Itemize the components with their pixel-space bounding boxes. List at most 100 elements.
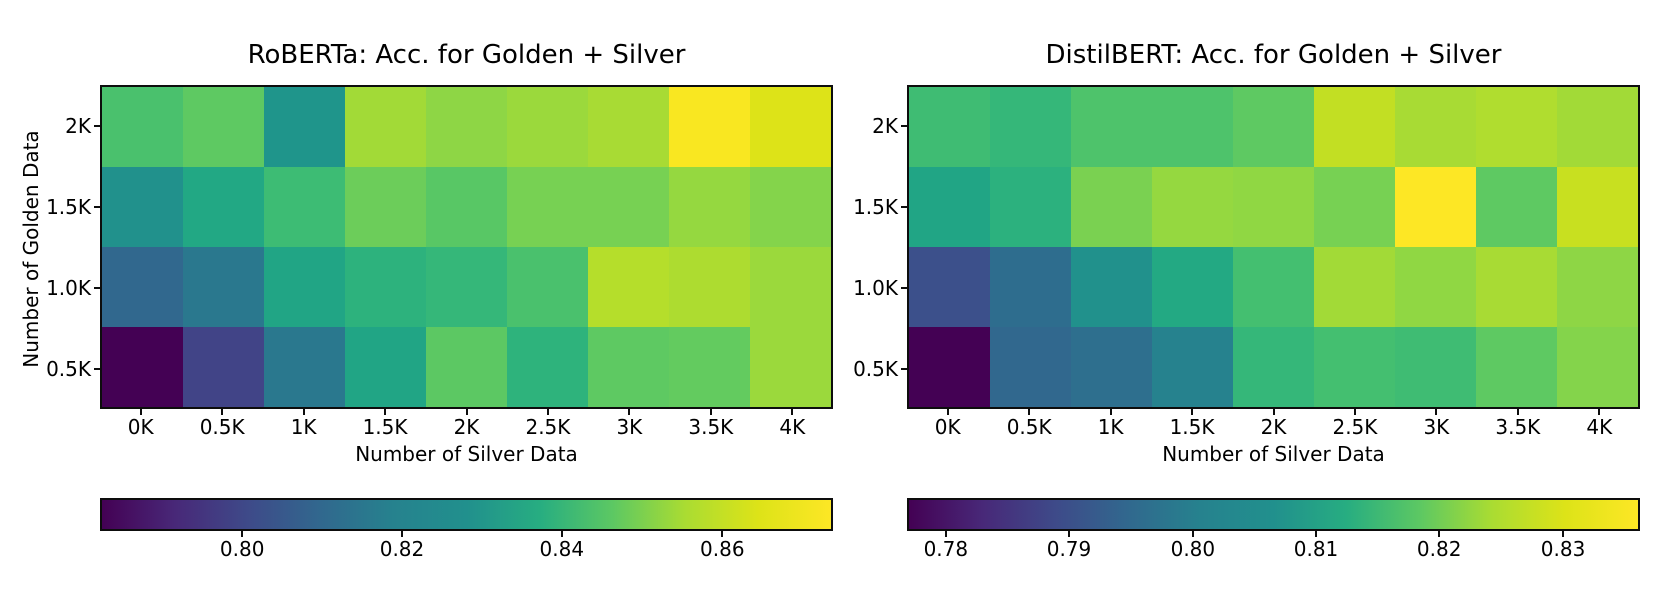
colorbar-tick-label: 0.80: [1170, 537, 1216, 561]
x-tick-mark: [1435, 409, 1438, 415]
heatmap-cell: [102, 167, 183, 247]
heatmap-cell: [1071, 247, 1152, 327]
heatmap-cell: [1233, 87, 1314, 167]
colorbar-tick-mark: [241, 531, 244, 537]
heatmap-cell: [1152, 87, 1233, 167]
heatmap-cell: [990, 87, 1071, 167]
heatmap-cell: [588, 167, 669, 247]
x-tick-mark: [1109, 409, 1112, 415]
heatmap-cell: [1233, 327, 1314, 407]
heatmap-cell: [264, 247, 345, 327]
x-tick-mark: [1353, 409, 1356, 415]
heatmap-cell: [507, 327, 588, 407]
heatmap-cell: [426, 327, 507, 407]
y-tick-mark: [901, 367, 907, 370]
heatmap-cell: [102, 87, 183, 167]
colorbar-tick-mark: [1191, 531, 1194, 537]
heatmap-cell: [1071, 87, 1152, 167]
heatmap-cell: [1071, 167, 1152, 247]
heatmap-cell: [507, 247, 588, 327]
heatmap-cell: [183, 327, 264, 407]
heatmap-cell: [1476, 247, 1557, 327]
heatmap-cell: [1152, 247, 1233, 327]
x-tick-label: 1.5K: [1169, 415, 1215, 439]
y-tick-label: 0.5K: [46, 356, 91, 381]
y-tick-mark: [94, 367, 100, 370]
y-tick-mark: [901, 286, 907, 289]
heatmap-cell: [1395, 327, 1476, 407]
y-tick-label: 2K: [872, 113, 898, 138]
heatmap-cell: [1314, 87, 1395, 167]
heatmap-cell: [1152, 167, 1233, 247]
heatmap-cell: [1395, 87, 1476, 167]
x-tick-label: 0.5K: [199, 415, 245, 439]
colorbar-tick-mark: [944, 531, 947, 537]
colorbar-tick-mark: [721, 531, 724, 537]
colorbar-tick-label: 0.86: [700, 537, 745, 561]
x-tick-mark: [1516, 409, 1519, 415]
heatmap-cell: [750, 327, 831, 407]
heatmap-cell: [507, 87, 588, 167]
x-tick-label: 4K: [779, 415, 806, 439]
x-tick-label: 3.5K: [1495, 415, 1541, 439]
heatmap-cell: [669, 327, 750, 407]
heatmap-grid-distilbert: [909, 87, 1638, 407]
y-tick-label: 1.5K: [853, 194, 898, 219]
x-tick-label: 0.5K: [1006, 415, 1052, 439]
x-tick-label: 2.5K: [1332, 415, 1378, 439]
heatmap-cell: [750, 247, 831, 327]
colorbar-tick-mark: [1562, 531, 1565, 537]
x-axis-label-distilbert: Number of Silver Data: [1162, 442, 1385, 466]
x-tick-mark: [384, 409, 387, 415]
x-tick-label: 3.5K: [688, 415, 734, 439]
y-tick-label: 1.0K: [853, 275, 898, 300]
y-tick-mark: [94, 205, 100, 208]
y-tick-mark: [94, 286, 100, 289]
heatmap-cell: [345, 327, 426, 407]
heatmap-cell: [909, 167, 990, 247]
chart-title-distilbert: DistilBERT: Acc. for Golden + Silver: [1045, 40, 1502, 70]
heatmap-cell: [426, 247, 507, 327]
colorbar-distilbert: [907, 498, 1640, 531]
heatmap-cell: [990, 247, 1071, 327]
y-tick-label: 1.5K: [46, 194, 91, 219]
x-tick-mark: [139, 409, 142, 415]
heatmap-cell: [345, 247, 426, 327]
x-tick-mark: [709, 409, 712, 415]
heatmap-cell: [1395, 167, 1476, 247]
y-tick-label: 1.0K: [46, 275, 91, 300]
x-tick-mark: [546, 409, 549, 415]
heatmap-cell: [426, 87, 507, 167]
y-tick-mark: [901, 205, 907, 208]
heatmap-cell: [669, 87, 750, 167]
colorbar-tick-label: 0.80: [219, 537, 265, 561]
colorbar-tick-mark: [1067, 531, 1070, 537]
heatmap-cell: [990, 327, 1071, 407]
colorbar-tick-label: 0.79: [1046, 537, 1092, 561]
heatmap-cell: [750, 87, 831, 167]
colorbar-tick-label: 0.82: [379, 537, 425, 561]
colorbar-tick-mark: [400, 531, 403, 537]
heatmap-cell: [264, 167, 345, 247]
heatmap-cell: [1557, 247, 1638, 327]
x-tick-label: 3K: [616, 415, 643, 439]
heatmap-cell: [909, 247, 990, 327]
y-tick-mark: [94, 124, 100, 127]
colorbar-tick-label: 0.78: [923, 537, 969, 561]
heatmap-cell: [1314, 167, 1395, 247]
heatmap-cell: [426, 167, 507, 247]
x-tick-mark: [465, 409, 468, 415]
colorbar-tick-mark: [1438, 531, 1441, 537]
heatmap-cell: [183, 87, 264, 167]
heatmap-cell: [909, 87, 990, 167]
heatmap-cell: [345, 87, 426, 167]
x-tick-label: 1K: [290, 415, 317, 439]
x-tick-mark: [628, 409, 631, 415]
heatmap-cell: [1557, 327, 1638, 407]
x-tick-label: 3K: [1423, 415, 1450, 439]
heatmap-cell: [588, 87, 669, 167]
x-tick-label: 4K: [1586, 415, 1613, 439]
x-tick-mark: [1028, 409, 1031, 415]
heatmap-cell: [669, 167, 750, 247]
